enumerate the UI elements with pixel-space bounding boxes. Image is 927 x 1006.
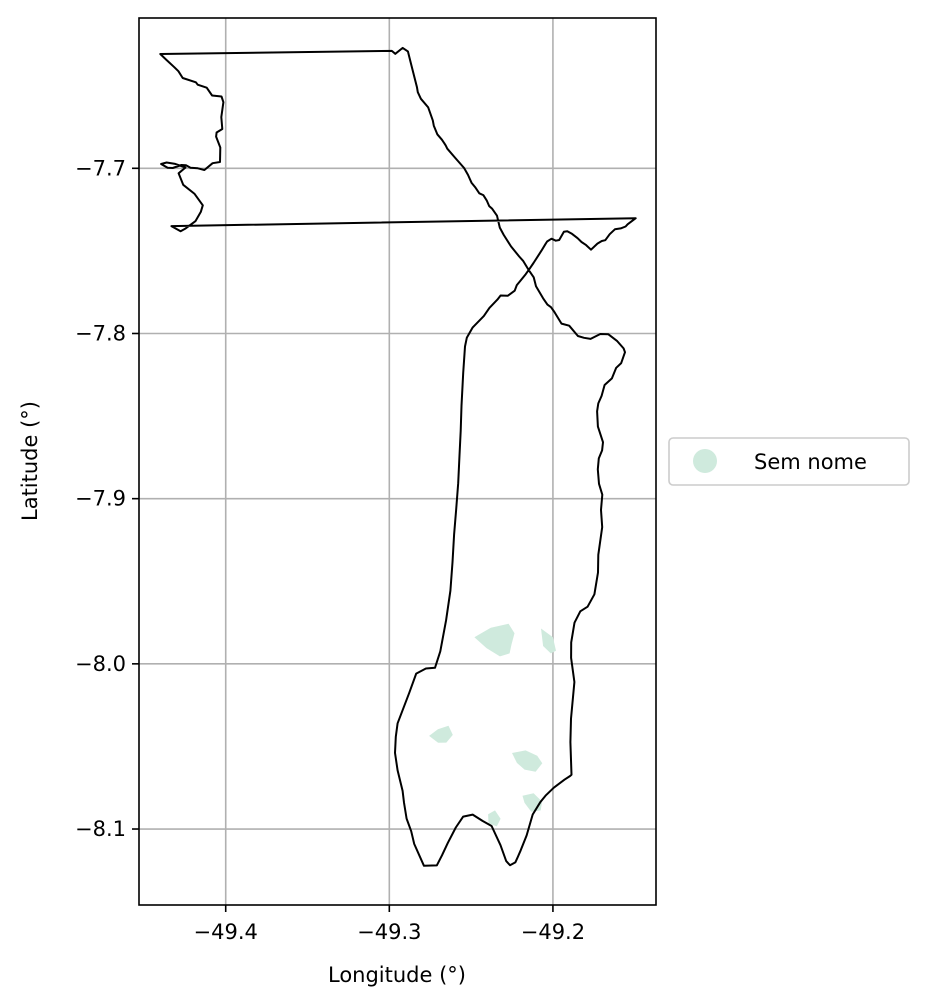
x-tick-label: −49.2 [521, 920, 585, 944]
municipality-boundary [159, 46, 637, 867]
shaded-area [474, 623, 515, 657]
shaded-area [488, 810, 501, 827]
shaded-area [541, 628, 556, 654]
x-tick-label: −49.3 [357, 920, 421, 944]
y-ticks: −7.7 −7.8 −7.9 −8.0 −8.1 [75, 156, 139, 841]
x-axis-label: Longitude (°) [328, 963, 466, 987]
y-tick-label: −7.9 [75, 487, 126, 511]
y-tick-label: −7.7 [75, 156, 126, 180]
y-axis-label: Latitude (°) [18, 401, 42, 521]
legend-label: Sem nome [754, 450, 867, 474]
plot-frame [138, 17, 657, 906]
y-tick-label: −8.1 [75, 817, 126, 841]
legend-marker [693, 449, 717, 473]
y-tick-label: −8.0 [75, 652, 126, 676]
legend: Sem nome [668, 437, 910, 486]
shaded-area [512, 750, 543, 772]
x-ticks: −49.4 −49.3 −49.2 [194, 905, 585, 944]
x-tick-label: −49.4 [194, 920, 258, 944]
y-tick-label: −7.8 [75, 321, 126, 345]
legend-box [668, 437, 910, 486]
grid-lines [139, 18, 656, 905]
shaded-area [429, 725, 453, 743]
shaded-areas [429, 623, 556, 827]
